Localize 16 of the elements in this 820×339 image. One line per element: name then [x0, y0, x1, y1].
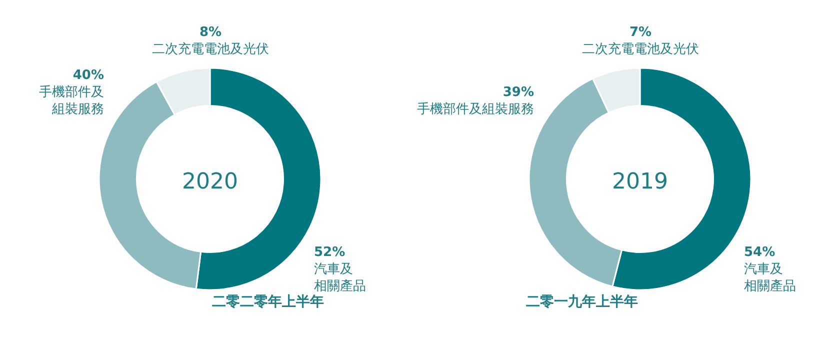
slice-label: 手機部件及組裝服務 — [39, 84, 104, 117]
text: 2019 — [612, 170, 668, 194]
text: 2020 — [182, 170, 238, 194]
data-label: 40% — [72, 68, 104, 83]
data-label: 8% — [199, 25, 222, 40]
slice-label: 手機部件及組裝服務 — [417, 102, 534, 117]
data-label: 52% — [314, 245, 346, 260]
slice-label: 汽車及相關產品 — [314, 262, 366, 294]
data-label: 39% — [502, 85, 534, 100]
slice-label: 二次充電電池及光伏 — [152, 42, 269, 57]
data-label: 7% — [629, 25, 652, 40]
text: 二零二零年上半年 — [212, 294, 324, 310]
text: 二零一九年上半年 — [526, 294, 638, 310]
slice-label: 二次充電電池及光伏 — [582, 42, 699, 57]
data-label: 54% — [744, 245, 776, 260]
slice-label: 汽車及相關產品 — [744, 262, 796, 294]
